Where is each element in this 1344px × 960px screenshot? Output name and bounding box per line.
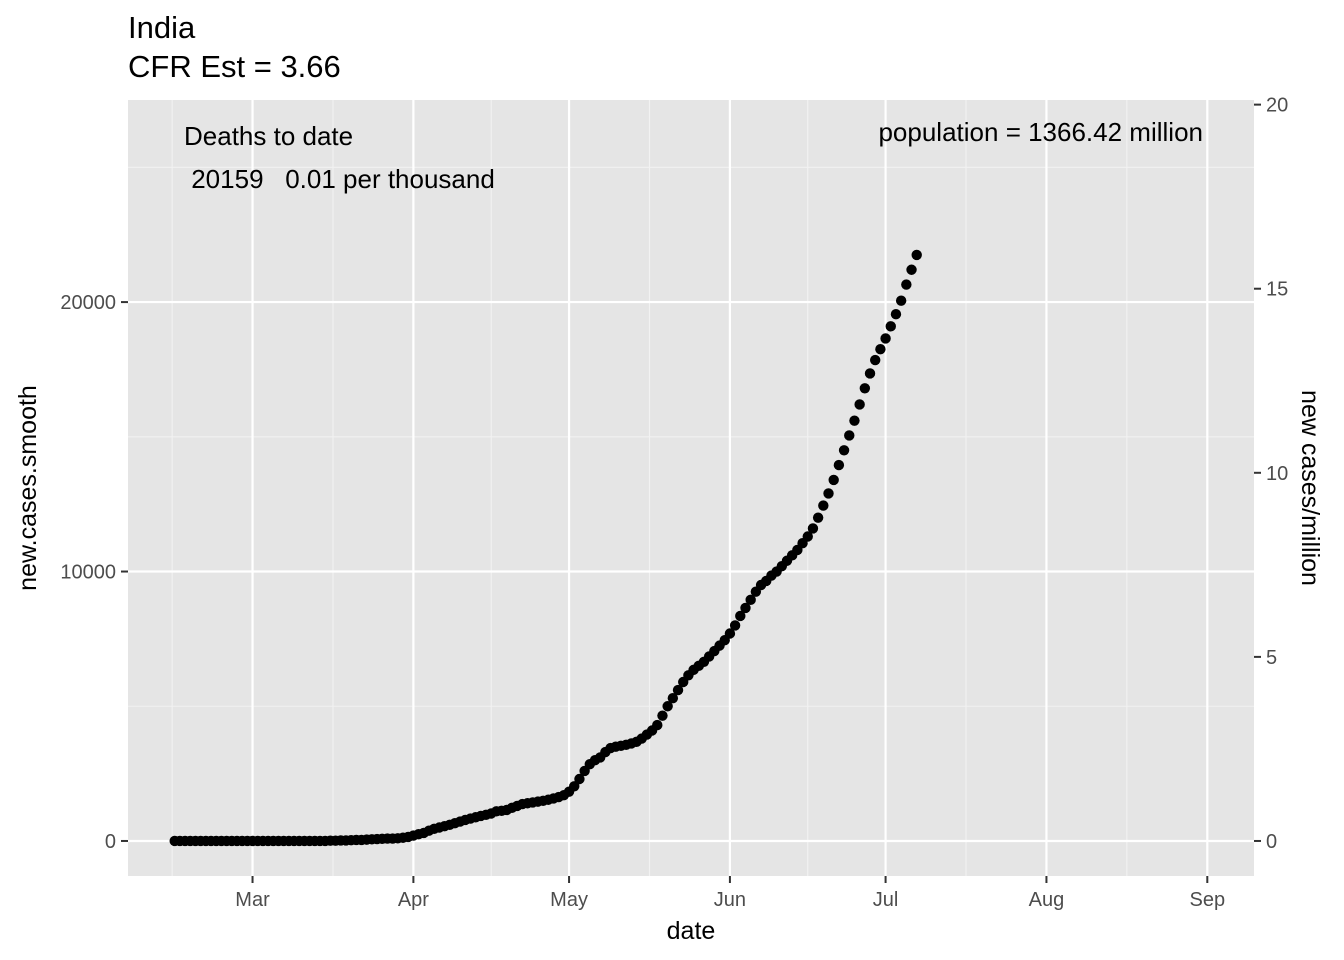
chart-subtitle: CFR Est = 3.66 (128, 49, 341, 84)
data-point (890, 309, 902, 320)
data-point (844, 430, 855, 441)
y2-tick-label: 15 (1266, 279, 1288, 301)
x-axis: Mar Apr May Jun Jul Aug Sep (235, 876, 1225, 911)
data-point (849, 415, 860, 426)
y-tick-label: 0 (105, 831, 116, 853)
x-tick-label: Jul (873, 889, 899, 911)
x-tick-label: Aug (1029, 889, 1065, 911)
data-point (662, 701, 673, 712)
data-point (802, 531, 813, 542)
x-tick-label: Apr (398, 889, 429, 911)
data-point (880, 333, 891, 344)
y-axis-left: 0 10000 20000 (60, 292, 128, 853)
data-point (833, 459, 845, 471)
data-point (854, 399, 865, 410)
data-point (652, 719, 663, 731)
x-axis-title: date (667, 917, 716, 945)
y-axis-right: 0 5 10 15 20 (1254, 95, 1288, 853)
data-point (724, 628, 736, 639)
y2-axis-title: new cases/million (1296, 390, 1324, 586)
gridlines-minor (128, 100, 1254, 876)
data-point (569, 781, 580, 792)
data-points (169, 249, 922, 847)
data-point (657, 710, 668, 721)
data-point (812, 512, 824, 523)
data-point (574, 773, 585, 785)
x-tick-label: Jun (714, 889, 746, 911)
data-point (735, 610, 746, 622)
data-point (672, 684, 684, 696)
data-point (906, 264, 917, 275)
deaths-value: 20159 0.01 per thousand (184, 164, 495, 194)
data-point (729, 620, 741, 631)
data-point (740, 602, 751, 614)
population-label: population = 1366.42 million (878, 117, 1203, 147)
data-point (870, 354, 881, 366)
data-point (875, 344, 886, 355)
chart-title: India (128, 10, 196, 45)
data-point (823, 488, 834, 499)
y2-tick-label: 20 (1266, 95, 1288, 117)
data-point (745, 594, 756, 606)
data-point (838, 445, 850, 456)
data-point (911, 249, 922, 261)
data-point (828, 474, 839, 486)
data-point (818, 500, 829, 511)
data-point (885, 321, 896, 332)
x-tick-label: Mar (235, 889, 270, 911)
x-tick-label: Sep (1190, 889, 1226, 911)
data-point (667, 692, 679, 704)
y2-tick-label: 5 (1266, 647, 1277, 669)
deaths-heading: Deaths to date (184, 121, 353, 151)
gridlines-major (128, 100, 1254, 876)
y2-tick-label: 0 (1266, 831, 1277, 853)
y-tick-label: 20000 (60, 292, 116, 314)
data-point (901, 279, 912, 290)
x-tick-label: May (550, 889, 588, 911)
data-point (864, 368, 876, 379)
y-tick-label: 10000 (60, 562, 116, 584)
data-point (807, 523, 819, 534)
y2-tick-label: 10 (1266, 463, 1288, 485)
plot-panel (128, 100, 1254, 876)
data-point (859, 383, 871, 394)
y-axis-title: new.cases.smooth (14, 385, 42, 591)
data-point (895, 295, 907, 306)
